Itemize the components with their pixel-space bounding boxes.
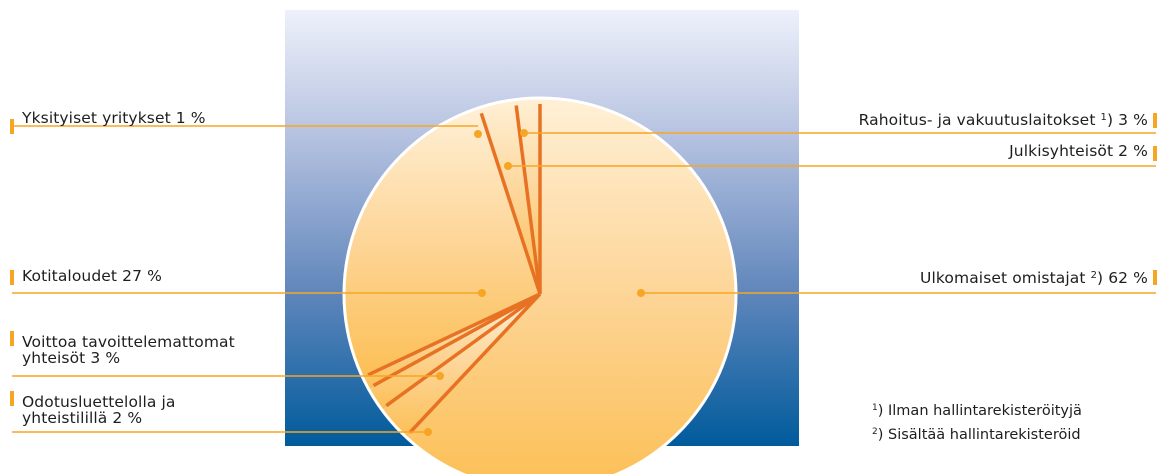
pie-slice-2 (368, 294, 540, 410)
pie-slice-1 (381, 294, 540, 437)
pie-slice-0 (405, 98, 736, 474)
slice-separator-5 (479, 112, 542, 295)
marker-voittoa (436, 372, 444, 380)
marker-julkis (504, 162, 512, 170)
marker-ulkomaiset (637, 289, 645, 297)
leader-lines (12, 125, 1156, 433)
label-accent-bar (1153, 270, 1157, 285)
slice-separator-4 (367, 292, 541, 377)
slice-markers (424, 129, 645, 436)
footnote-2: 2) Sisältää hallintarekisteröid (872, 427, 1081, 443)
footnote-1: 1) Ilman hallintarekisteröityjä (872, 403, 1082, 419)
slice-separator-2 (385, 292, 542, 408)
label-accent-bar (10, 119, 14, 134)
pie-slice-4 (343, 107, 540, 378)
label-accent-bar (1153, 146, 1157, 161)
label-julkis: Julkisyhteisöt 2 % (1009, 142, 1148, 160)
marker-kotitaloudet (478, 289, 486, 297)
label-accent-bar (10, 391, 14, 406)
marker-yksityiset (474, 130, 482, 138)
label-odotus: Odotusluettelolla ja yhteistilillä 2 % (22, 393, 176, 427)
label-rahoitus: Rahoitus- ja vakuutuslaitokset 1) 3 % (858, 111, 1148, 129)
label-accent-bar (1153, 113, 1157, 128)
label-voittoa: Voittoa tavoittelemattomat yhteisöt 3 % (22, 333, 235, 367)
label-ulkomaiset: Ulkomaiset omistajat 2) 62 % (920, 269, 1148, 287)
slice-separator-6 (514, 105, 542, 295)
label-accent-bar (10, 270, 14, 285)
pie-outline (342, 96, 738, 474)
marker-rahoitus (520, 129, 528, 137)
label-kotitaloudet: Kotitaloudet 27 % (22, 267, 162, 285)
label-accent-bar (10, 331, 14, 346)
slice-separators (367, 104, 542, 434)
label-yksityiset: Yksityiset yritykset 1 % (22, 109, 206, 127)
slice-separator-1 (408, 292, 542, 434)
slice-separator-3 (372, 292, 541, 388)
marker-odotus (424, 428, 432, 436)
